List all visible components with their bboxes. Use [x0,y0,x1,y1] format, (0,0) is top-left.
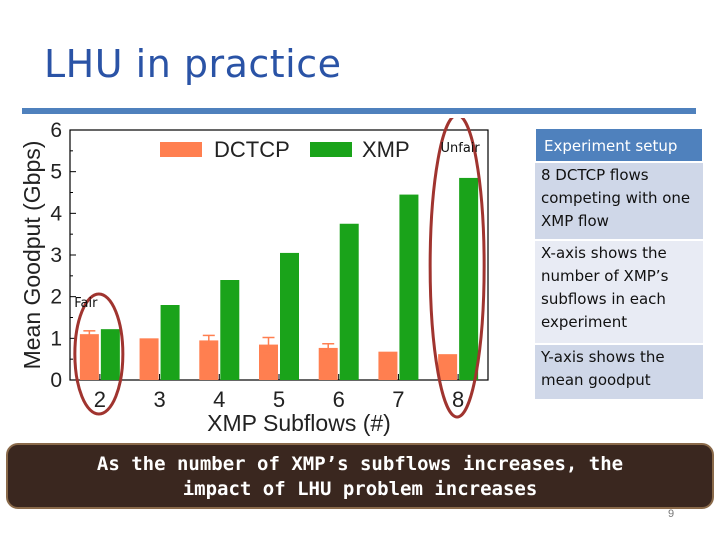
y-tick-label: 4 [50,202,62,225]
setup-item: X-axis shows the number of XMP’s subflow… [535,241,703,343]
setup-item: Y-axis shows the mean goodput [535,345,703,399]
slide-title: LHU in practice [44,42,342,86]
y-tick-label: 5 [50,161,62,184]
bar-xmp [339,223,359,380]
bar-xmp [399,194,419,380]
setup-item: 8 DCTCP flows competing with one XMP flo… [535,163,703,239]
bar-dctcp [318,347,338,380]
bar-xmp [459,177,479,380]
y-tick-label: 6 [50,119,62,142]
x-tick-label: 8 [452,387,464,412]
x-tick-label: 4 [213,387,225,412]
bar-dctcp [378,351,398,380]
bar-dctcp [438,354,458,380]
bar-dctcp [79,334,99,380]
x-axis-label: XMP Subflows (#) [207,410,391,436]
bar-dctcp [259,344,278,380]
y-axis-label: Mean Goodput (Gbps) [19,141,45,370]
title-underline [22,108,696,114]
legend-swatch-dctcp [160,142,202,157]
unfair-ellipse [428,118,486,419]
y-tick-label: 3 [50,244,62,267]
x-tick-label: 2 [94,387,106,412]
bar-xmp [100,329,120,380]
banner-line: impact of LHU problem increases [182,478,538,500]
legend-label-dctcp: DCTCP [214,137,290,162]
setup-heading: Experiment setup [535,128,703,162]
y-tick-label: 1 [50,327,62,350]
conclusion-banner: As the number of XMP’s subflows increase… [6,443,714,509]
x-tick-label: 3 [153,387,165,412]
legend-swatch-xmp [310,142,352,157]
plot-frame [69,129,489,381]
x-tick-label: 7 [392,387,404,412]
bar-xmp [220,280,240,380]
y-tick-label: 2 [50,286,62,309]
unfair-label: Unfair [441,141,481,156]
x-tick-label: 5 [273,387,285,412]
bar-dctcp [139,338,159,380]
bar-xmp [160,305,180,380]
banner-line: As the number of XMP’s subflows increase… [96,453,624,475]
fair-ellipse [73,292,125,416]
x-tick-label: 6 [333,387,345,412]
legend-label-xmp: XMP [362,137,410,162]
goodput-bar-chart: 0 1 2 3 4 5 6 2 3 4 5 6 7 8 XMP Subflows (#) Mean Goodp… [19,118,489,436]
slide-number: 9 [668,508,675,520]
bar-xmp [280,252,299,380]
fair-label: Fair [74,296,98,311]
y-tick-label: 0 [50,369,62,392]
bar-dctcp [199,340,219,380]
